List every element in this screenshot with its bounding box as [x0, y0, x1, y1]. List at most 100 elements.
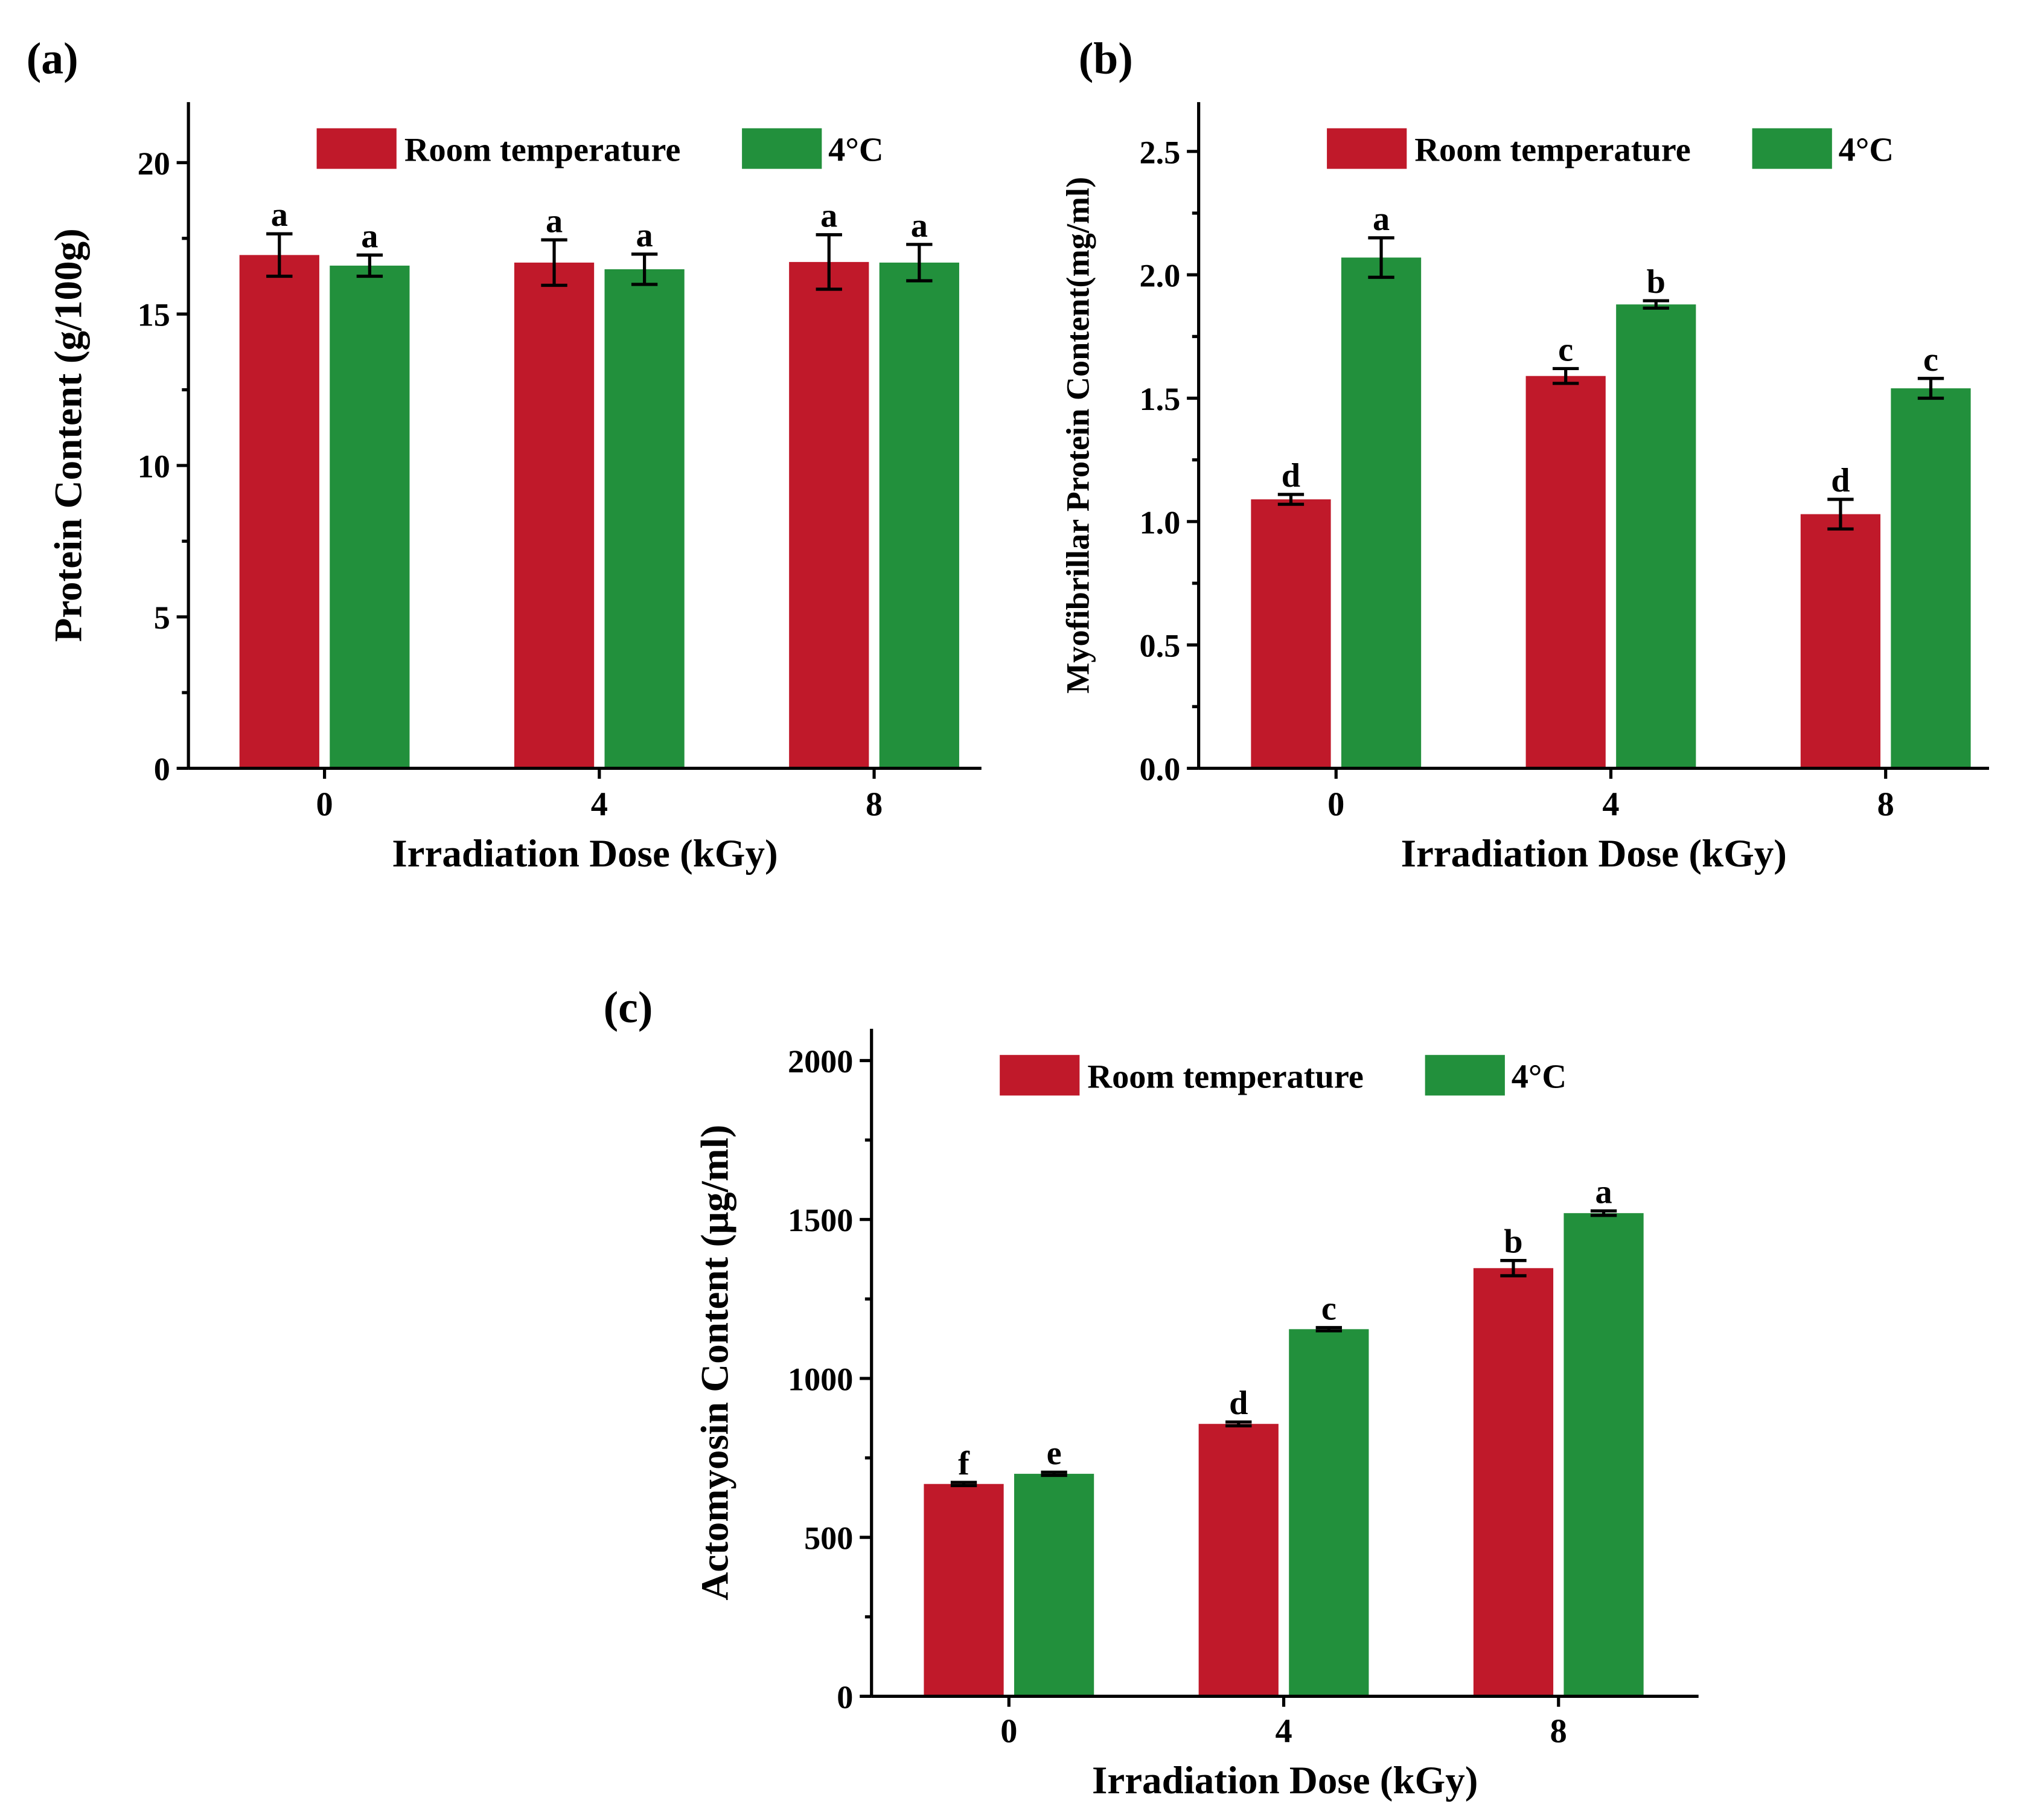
error-bar	[1315, 1326, 1343, 1333]
legend-label-4c: 4°C	[828, 132, 883, 169]
significance-letter: b	[1647, 263, 1666, 301]
significance-letter: a	[1595, 1173, 1612, 1211]
y-tick-label: 1000	[788, 1361, 853, 1397]
y-tick-label: 5	[154, 600, 170, 636]
x-axis-label: Irradiation Dose (kGy)	[392, 832, 778, 876]
panel-label: (a)	[27, 33, 78, 83]
y-tick-label: 2.5	[1140, 134, 1181, 170]
significance-letter: a	[911, 207, 928, 245]
x-axis-label: Irradiation Dose (kGy)	[1092, 1759, 1478, 1802]
bar-room-temperature-8	[1473, 1268, 1554, 1697]
legend-swatch-4c	[1752, 128, 1832, 169]
y-tick-label: 0.0	[1140, 751, 1181, 787]
panel-label: (c)	[604, 982, 653, 1032]
legend-label-4c: 4°C	[1839, 132, 1894, 169]
error-bar	[950, 1481, 977, 1487]
error-bar	[1277, 493, 1305, 506]
legend: Room temperature 4°C	[316, 128, 884, 169]
axes	[176, 102, 982, 779]
legend-label-room-temperature: Room temperature	[404, 132, 681, 169]
legend-swatch-4c	[1425, 1055, 1505, 1096]
y-axis-label: Actomyosin Content (μg/ml)	[693, 1125, 736, 1601]
legend-swatch-room-temperature	[1327, 128, 1407, 169]
error-bar	[266, 232, 293, 278]
axes	[860, 1028, 1699, 1707]
x-tick-label: 8	[866, 786, 883, 823]
legend-swatch-4c	[742, 128, 822, 169]
y-tick-label: 1.0	[1140, 504, 1181, 540]
panel-label: (b)	[1079, 33, 1133, 83]
y-axis-label: Myofibrillar Protein Content(mg/ml)	[1060, 177, 1096, 694]
x-tick-label: 0	[1000, 1712, 1017, 1750]
bar-room-temperature-0	[924, 1484, 1004, 1697]
bar-4c-4	[604, 269, 685, 769]
bar-room-temperature-4	[514, 262, 595, 769]
legend: Room temperature 4°C	[1327, 128, 1894, 169]
bar-4c-8	[1891, 388, 1971, 769]
y-tick-label: 500	[804, 1520, 853, 1557]
significance-letter: c	[1923, 341, 1938, 379]
x-tick-label: 8	[1877, 786, 1894, 823]
legend-label-4c: 4°C	[1512, 1058, 1567, 1095]
y-tick-label: 1.5	[1140, 381, 1181, 417]
y-axis-label: Protein Content (g/100g)	[46, 228, 90, 642]
significance-letter: f	[958, 1445, 970, 1482]
chart-panel-3: (c) f d b e c a 0 500 1000 1500 2000 0 4 8 Irradiation …	[604, 982, 1699, 1802]
y-tick-label: 1500	[788, 1202, 853, 1238]
bar-4c-0	[330, 265, 410, 769]
error-bar	[1553, 367, 1579, 385]
chart-panel-1: (a) a a a a a a 0 5 10 15 20 0 4 8 Irradiation Dose (kG…	[27, 33, 982, 876]
error-bar	[1827, 498, 1854, 531]
significance-letter: a	[820, 197, 837, 235]
x-tick-label: 0	[316, 786, 333, 823]
bar-room-temperature-0	[1251, 499, 1331, 769]
error-bar	[1041, 1470, 1067, 1477]
y-tick-label: 10	[138, 448, 170, 484]
axes	[1187, 102, 1989, 779]
x-axis-label: Irradiation Dose (kGy)	[1401, 832, 1787, 876]
x-tick-label: 0	[1327, 786, 1344, 823]
significance-letter: a	[636, 217, 653, 254]
y-tick-label: 0	[154, 751, 170, 787]
significance-letter: e	[1047, 1435, 1062, 1472]
error-bar	[816, 233, 842, 291]
bar-4c-4	[1289, 1329, 1369, 1697]
bar-room-temperature-8	[1800, 514, 1881, 769]
significance-letter: a	[271, 196, 288, 234]
y-tick-label: 2.0	[1140, 258, 1181, 294]
significance-letter: a	[1373, 200, 1390, 238]
bar-room-temperature-4	[1525, 376, 1606, 769]
significance-letter: c	[1558, 331, 1573, 368]
bar-4c-4	[1616, 304, 1696, 769]
error-bar	[1368, 236, 1394, 279]
error-bar	[356, 253, 383, 278]
significance-letter: d	[1229, 1385, 1248, 1422]
bar-4c-0	[1341, 257, 1422, 769]
error-bar	[1590, 1209, 1617, 1217]
legend: Room temperature 4°C	[1000, 1055, 1567, 1096]
error-bar	[1225, 1420, 1252, 1427]
significance-letter: d	[1831, 462, 1850, 499]
y-tick-label: 20	[138, 146, 170, 182]
error-bar	[541, 238, 567, 287]
x-tick-label: 8	[1550, 1712, 1567, 1750]
significance-letter: b	[1504, 1223, 1522, 1261]
bar-room-temperature-4	[1198, 1424, 1279, 1697]
legend-swatch-room-temperature	[316, 128, 397, 169]
chart-panel-2: (b) d c d a b c 0.0 0.5 1.0 1.5 2.0 2.5 0 4 8 Irradiatio…	[1060, 33, 1989, 876]
x-tick-label: 4	[591, 786, 608, 823]
bar-room-temperature-8	[789, 261, 869, 769]
y-tick-label: 15	[138, 297, 170, 333]
legend-label-room-temperature: Room temperature	[1414, 132, 1691, 169]
bar-4c-0	[1014, 1473, 1094, 1697]
y-tick-label: 0.5	[1140, 628, 1181, 664]
x-tick-label: 4	[1275, 1712, 1292, 1750]
error-bar	[1917, 377, 1944, 400]
bar-room-temperature-0	[239, 255, 319, 769]
significance-letter: a	[546, 202, 563, 240]
error-bar	[1500, 1259, 1527, 1278]
x-tick-label: 4	[1602, 786, 1619, 823]
error-bar	[1643, 299, 1669, 310]
error-bar	[906, 243, 933, 283]
legend-label-room-temperature: Room temperature	[1087, 1058, 1364, 1095]
